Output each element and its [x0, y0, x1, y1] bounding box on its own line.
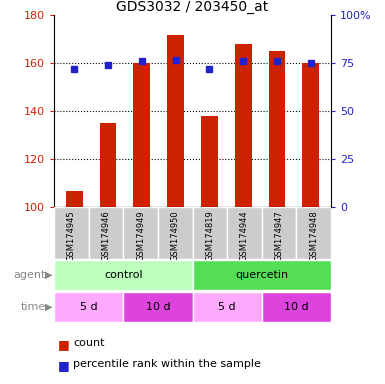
Text: percentile rank within the sample: percentile rank within the sample — [73, 359, 261, 369]
Bar — [89, 207, 123, 259]
Text: GSM174950: GSM174950 — [171, 210, 180, 261]
Text: control: control — [104, 270, 142, 280]
Text: GSM174947: GSM174947 — [275, 210, 284, 261]
Bar — [167, 35, 184, 207]
Text: quercetin: quercetin — [235, 270, 288, 280]
Bar — [201, 116, 218, 207]
Bar — [227, 207, 262, 259]
Text: 5 d: 5 d — [218, 302, 236, 312]
Text: 5 d: 5 d — [80, 302, 97, 312]
Text: time: time — [21, 302, 46, 312]
Bar — [66, 190, 83, 207]
Bar — [235, 44, 252, 207]
Bar — [133, 63, 150, 207]
Bar — [54, 207, 89, 259]
Text: GSM174948: GSM174948 — [309, 210, 318, 261]
Bar — [262, 207, 296, 259]
Bar — [123, 292, 192, 322]
Text: count: count — [73, 338, 105, 348]
Text: ▶: ▶ — [45, 302, 52, 312]
Text: GSM174819: GSM174819 — [205, 210, 214, 261]
Bar — [158, 207, 192, 259]
Bar — [262, 292, 331, 322]
Bar — [123, 207, 158, 259]
Title: GDS3032 / 203450_at: GDS3032 / 203450_at — [116, 0, 269, 14]
Text: GSM174945: GSM174945 — [67, 210, 76, 261]
Text: GSM174946: GSM174946 — [101, 210, 110, 261]
Bar — [54, 260, 192, 290]
Text: 10 d: 10 d — [146, 302, 170, 312]
Text: GSM174949: GSM174949 — [136, 210, 145, 261]
Text: agent: agent — [14, 270, 46, 280]
Text: ▶: ▶ — [45, 270, 52, 280]
Text: ■: ■ — [58, 359, 70, 372]
Bar — [192, 207, 227, 259]
Bar — [269, 51, 285, 207]
Bar — [302, 63, 319, 207]
Bar — [54, 292, 123, 322]
Text: GSM174944: GSM174944 — [240, 210, 249, 261]
Bar — [192, 292, 262, 322]
Bar — [296, 207, 331, 259]
Bar — [192, 260, 331, 290]
Text: 10 d: 10 d — [284, 302, 309, 312]
Text: ■: ■ — [58, 338, 70, 351]
Bar — [100, 123, 116, 207]
